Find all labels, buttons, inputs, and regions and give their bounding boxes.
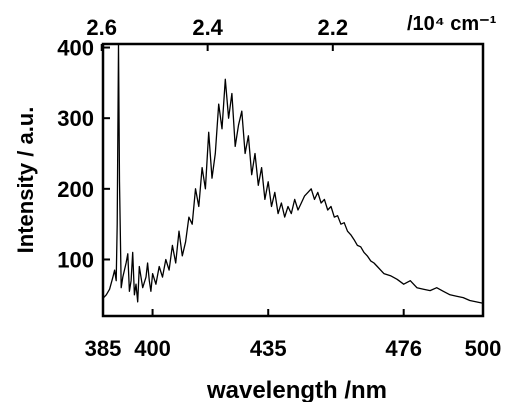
- top-tick-label: 2.4: [192, 15, 223, 40]
- x-tick-label: 476: [385, 336, 422, 361]
- top-axis-title: /10⁴ cm⁻¹: [407, 13, 497, 35]
- x-tick-label: 385: [85, 336, 122, 361]
- top-tick-label: 2.6: [86, 15, 117, 40]
- y-tick-label: 300: [57, 106, 94, 131]
- x-tick-label: 435: [250, 336, 287, 361]
- plot-frame: [101, 42, 485, 318]
- tick-marks: [100, 44, 484, 316]
- emission-spectrum-line: [102, 43, 484, 304]
- y-tick-label: 100: [57, 247, 94, 272]
- y-tick-label: 400: [57, 36, 94, 61]
- y-axis-title: Intensity / a.u.: [13, 107, 38, 254]
- x-tick-label: 500: [465, 336, 502, 361]
- y-tick-label: 200: [57, 177, 94, 202]
- x-axis-title: wavelength /nm: [206, 377, 387, 402]
- top-tick-label: 2.2: [318, 15, 349, 40]
- x-tick-label: 400: [134, 336, 171, 361]
